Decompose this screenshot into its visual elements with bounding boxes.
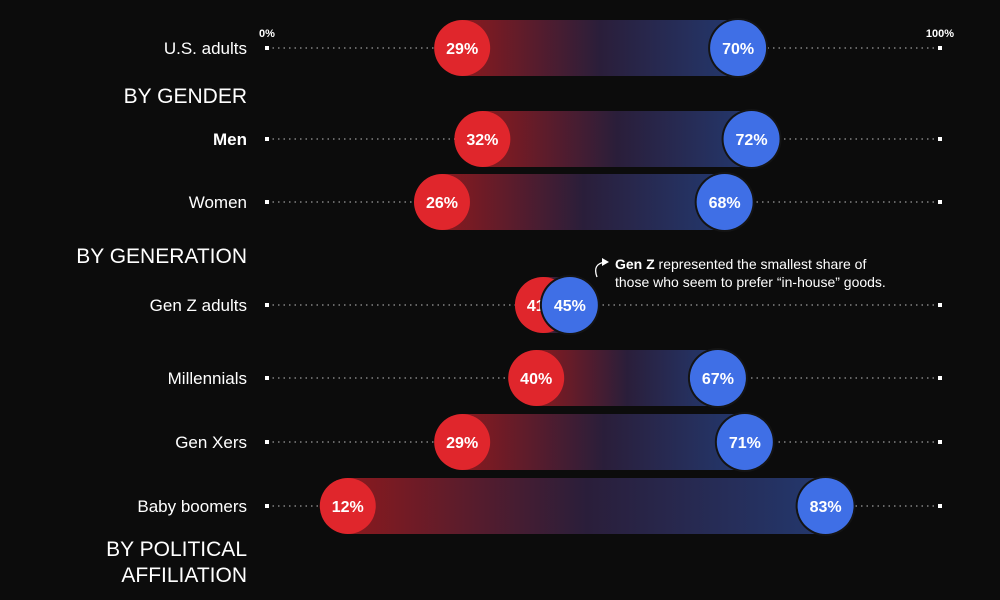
section-heading: AFFILIATION [121,564,247,587]
annotation-bold: Gen Z [615,256,655,272]
tick-mark [265,440,269,444]
high-value-label: 68% [709,195,741,212]
axis-min-label: 0% [259,28,275,40]
high-value-label: 83% [810,499,842,516]
annotation-arrowhead [602,258,609,266]
range-bar [462,414,745,470]
low-value-dot [434,20,491,76]
high-value-label: 45% [554,298,586,315]
low-value-label: 29% [446,41,478,58]
low-value-dot [454,111,511,167]
tick-mark [265,200,269,204]
tick-mark [938,46,942,50]
high-value-dot [710,20,767,76]
high-value-dot [723,111,780,167]
tick-mark [265,303,269,307]
low-value-label: 12% [332,499,364,516]
annotation-line-2: those who seem to prefer “in-house” good… [615,274,886,290]
low-value-label: 26% [426,195,458,212]
low-value-dot [508,350,565,406]
low-value-dot [434,414,491,470]
range-bar [482,111,752,167]
section-heading: BY POLITICAL [106,538,247,561]
high-value-dot [541,277,598,333]
tick-mark [265,46,269,50]
tick-mark [265,376,269,380]
range-bar [347,478,826,534]
tick-mark [265,137,269,141]
tick-mark [938,303,942,307]
high-value-label: 72% [736,132,768,149]
low-value-label: 32% [466,132,498,149]
section-heading: BY GENERATION [76,245,247,268]
tick-mark [938,137,942,141]
tick-mark [938,440,942,444]
high-value-label: 71% [729,435,761,452]
low-value-dot [413,174,470,230]
annotation-rest: represented the smallest share of [655,256,867,272]
high-value-dot [716,414,773,470]
tick-mark [938,376,942,380]
tick-mark [265,504,269,508]
range-bar [441,174,725,230]
row-label: Millennials [168,369,247,388]
high-value-dot [696,174,753,230]
tick-mark [938,504,942,508]
row-label: Women [189,193,247,212]
low-value-label: 40% [520,371,552,388]
range-bar [536,350,718,406]
range-bar [462,20,739,76]
section-heading: BY GENDER [124,85,247,108]
row-label: Gen Z adults [150,296,247,315]
row-label: U.S. adults [164,39,247,58]
axis-max-label: 100% [926,28,954,40]
tick-mark [938,200,942,204]
low-value-dot [319,478,376,534]
row-label: Men [213,130,247,149]
low-value-label: 29% [446,435,478,452]
row-label: Gen Xers [175,433,247,452]
high-value-dot [689,350,746,406]
high-value-dot [797,478,854,534]
annotation-line-1: Gen Z represented the smallest share of [615,256,866,272]
row-label: Baby boomers [137,497,247,516]
high-value-label: 70% [722,41,754,58]
high-value-label: 67% [702,371,734,388]
